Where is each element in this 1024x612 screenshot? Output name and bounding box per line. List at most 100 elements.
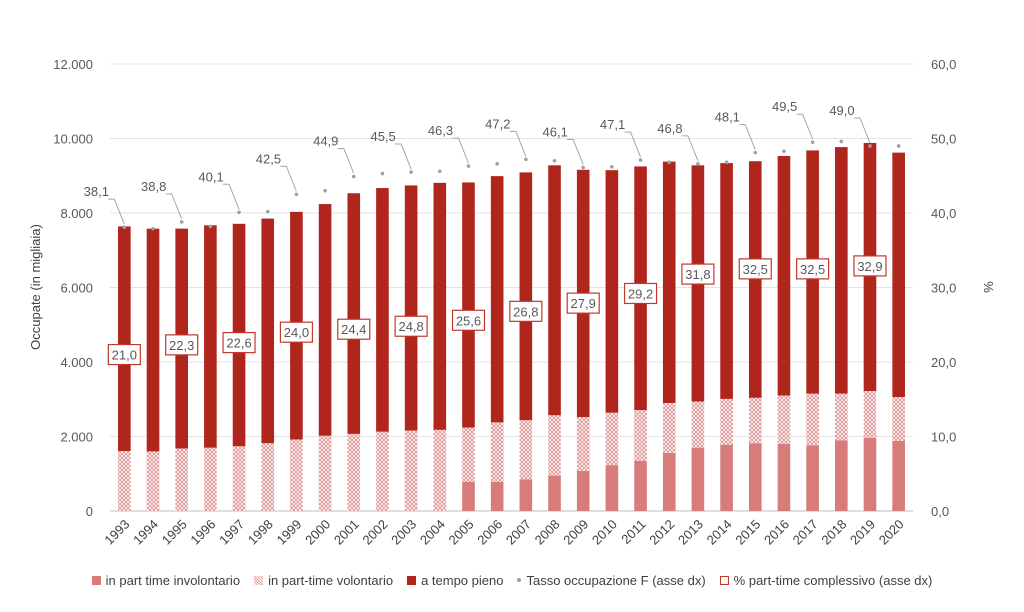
part-time-label: 24,0 — [284, 325, 309, 340]
y-tick-left: 2.000 — [60, 430, 93, 445]
bar-part-time-volontario — [146, 451, 160, 511]
tasso-point — [552, 159, 557, 163]
x-tick-label: 2009 — [560, 517, 591, 548]
legend-swatch-volontario — [254, 575, 264, 585]
y-tick-right: 40,0 — [931, 206, 956, 221]
tasso-point — [351, 174, 356, 179]
y-tick-left: 6.000 — [60, 281, 93, 296]
bar-part-time-volontario — [404, 430, 418, 511]
bar-part-time-volontario — [462, 427, 475, 482]
part-time-label: 31,8 — [685, 267, 710, 282]
tasso-label: 42,5 — [256, 151, 281, 166]
tasso-point — [753, 150, 758, 155]
bar-tempo-pieno — [347, 193, 361, 434]
bar-part-time-involontario — [806, 445, 819, 511]
x-tick-label: 2015 — [732, 517, 763, 548]
x-tick-label: 2006 — [474, 517, 505, 548]
x-tick-label: 2018 — [818, 517, 849, 548]
tasso-label: 46,3 — [428, 123, 453, 138]
bar-part-time-involontario — [490, 481, 504, 511]
y-tick-right: 60,0 — [931, 57, 956, 72]
tasso-point — [896, 144, 901, 148]
chart-svg: 38,1 38,8 40,1 42,5 44,9 45,5 46,3 47,2 46,1 47,1… — [28, 57, 996, 548]
bar-part-time-volontario — [347, 433, 361, 511]
data-labels: 38,1 38,8 40,1 42,5 44,9 45,5 46,3 47,2 46,1 47,1… — [84, 99, 887, 366]
tasso-label: 47,2 — [485, 116, 510, 131]
tasso-label: 40,1 — [198, 169, 223, 184]
tasso-point — [409, 170, 413, 174]
tasso-point — [323, 188, 327, 193]
part-time-label: 24,8 — [398, 319, 423, 334]
bar-part-time-volontario — [748, 397, 762, 444]
bar-tempo-pieno — [605, 170, 619, 413]
part-time-label-box — [738, 258, 772, 280]
tasso-point — [294, 192, 299, 197]
bar-tempo-pieno — [490, 176, 504, 423]
tasso-point — [610, 165, 614, 169]
part-time-label: 22,6 — [226, 336, 251, 351]
tasso-point — [265, 209, 270, 214]
tasso-point — [380, 171, 385, 176]
bar-tempo-pieno — [376, 188, 389, 432]
tasso-leader-line — [337, 147, 355, 174]
y-tick-right: 0,0 — [931, 504, 949, 519]
bar-part-time-volontario — [261, 443, 275, 511]
bar-part-time-involontario — [605, 465, 619, 511]
bar-part-time-volontario — [519, 420, 533, 480]
tasso-leader-line — [509, 130, 527, 157]
bar-part-time-volontario — [433, 429, 447, 511]
tasso-label: 46,1 — [543, 125, 568, 140]
tasso-point — [524, 157, 528, 162]
x-tick-label: 1994 — [130, 517, 161, 548]
x-tick-label: 2003 — [388, 517, 419, 548]
tasso-label: 38,8 — [141, 179, 166, 194]
y-axis-right-title: % — [981, 281, 996, 293]
y-tick-right: 10,0 — [931, 430, 956, 445]
legend-label: a tempo pieno — [421, 572, 504, 588]
bar-part-time-volontario — [777, 395, 791, 444]
bar-part-time-involontario — [519, 479, 533, 511]
bar-part-time-volontario — [490, 422, 504, 482]
tasso-label: 47,1 — [600, 117, 625, 132]
tasso-leader-line — [108, 198, 125, 225]
bar-part-time-involontario — [634, 460, 647, 511]
tasso-label: 48,1 — [715, 110, 740, 125]
part-time-label-box — [681, 263, 715, 285]
part-time-label: 27,9 — [571, 296, 596, 311]
legend-swatch-tasso — [517, 578, 522, 582]
tasso-point — [724, 160, 729, 165]
part-time-label-box — [337, 318, 371, 340]
bar-part-time-involontario — [548, 475, 561, 511]
tasso-point — [696, 162, 700, 166]
tasso-point — [208, 224, 213, 229]
tasso-label: 45,5 — [370, 129, 395, 144]
part-time-label-box — [566, 292, 600, 314]
x-tick-label: 1993 — [101, 517, 132, 548]
part-time-label: 21,0 — [112, 348, 137, 363]
x-tick-label: 2011 — [618, 517, 648, 547]
bar-part-time-volontario — [232, 446, 246, 511]
bar-tempo-pieno — [318, 204, 332, 436]
y-tick-left: 10.000 — [53, 132, 93, 147]
axes: 0 0,0 2.000 10,0 4.000 20,0 6.000 30,0 8.000 40,0… — [53, 57, 956, 548]
x-tick-label: 2010 — [589, 517, 620, 548]
bar-part-time-volontario — [548, 415, 561, 476]
bar-tempo-pieno — [777, 156, 791, 396]
tasso-point — [466, 164, 471, 168]
part-time-label-box — [853, 255, 887, 277]
legend: in part time involontario in part-time v… — [0, 568, 1024, 592]
tasso-label: 49,0 — [829, 103, 854, 118]
tasso-leader-line — [624, 131, 642, 158]
bar-part-time-involontario — [720, 444, 733, 511]
x-tick-label: 1998 — [245, 517, 276, 548]
x-tick-label: 2007 — [503, 517, 534, 548]
bar-tempo-pieno — [892, 152, 905, 398]
bar-part-time-volontario — [175, 448, 189, 511]
tasso-label: 46,8 — [657, 121, 682, 136]
bar-part-time-volontario — [204, 447, 217, 511]
part-time-label: 32,5 — [743, 262, 768, 277]
tasso-leader-line — [280, 165, 297, 192]
bar-tempo-pieno — [462, 182, 475, 428]
part-time-label: 32,9 — [857, 259, 882, 274]
part-time-label-box — [165, 334, 199, 356]
